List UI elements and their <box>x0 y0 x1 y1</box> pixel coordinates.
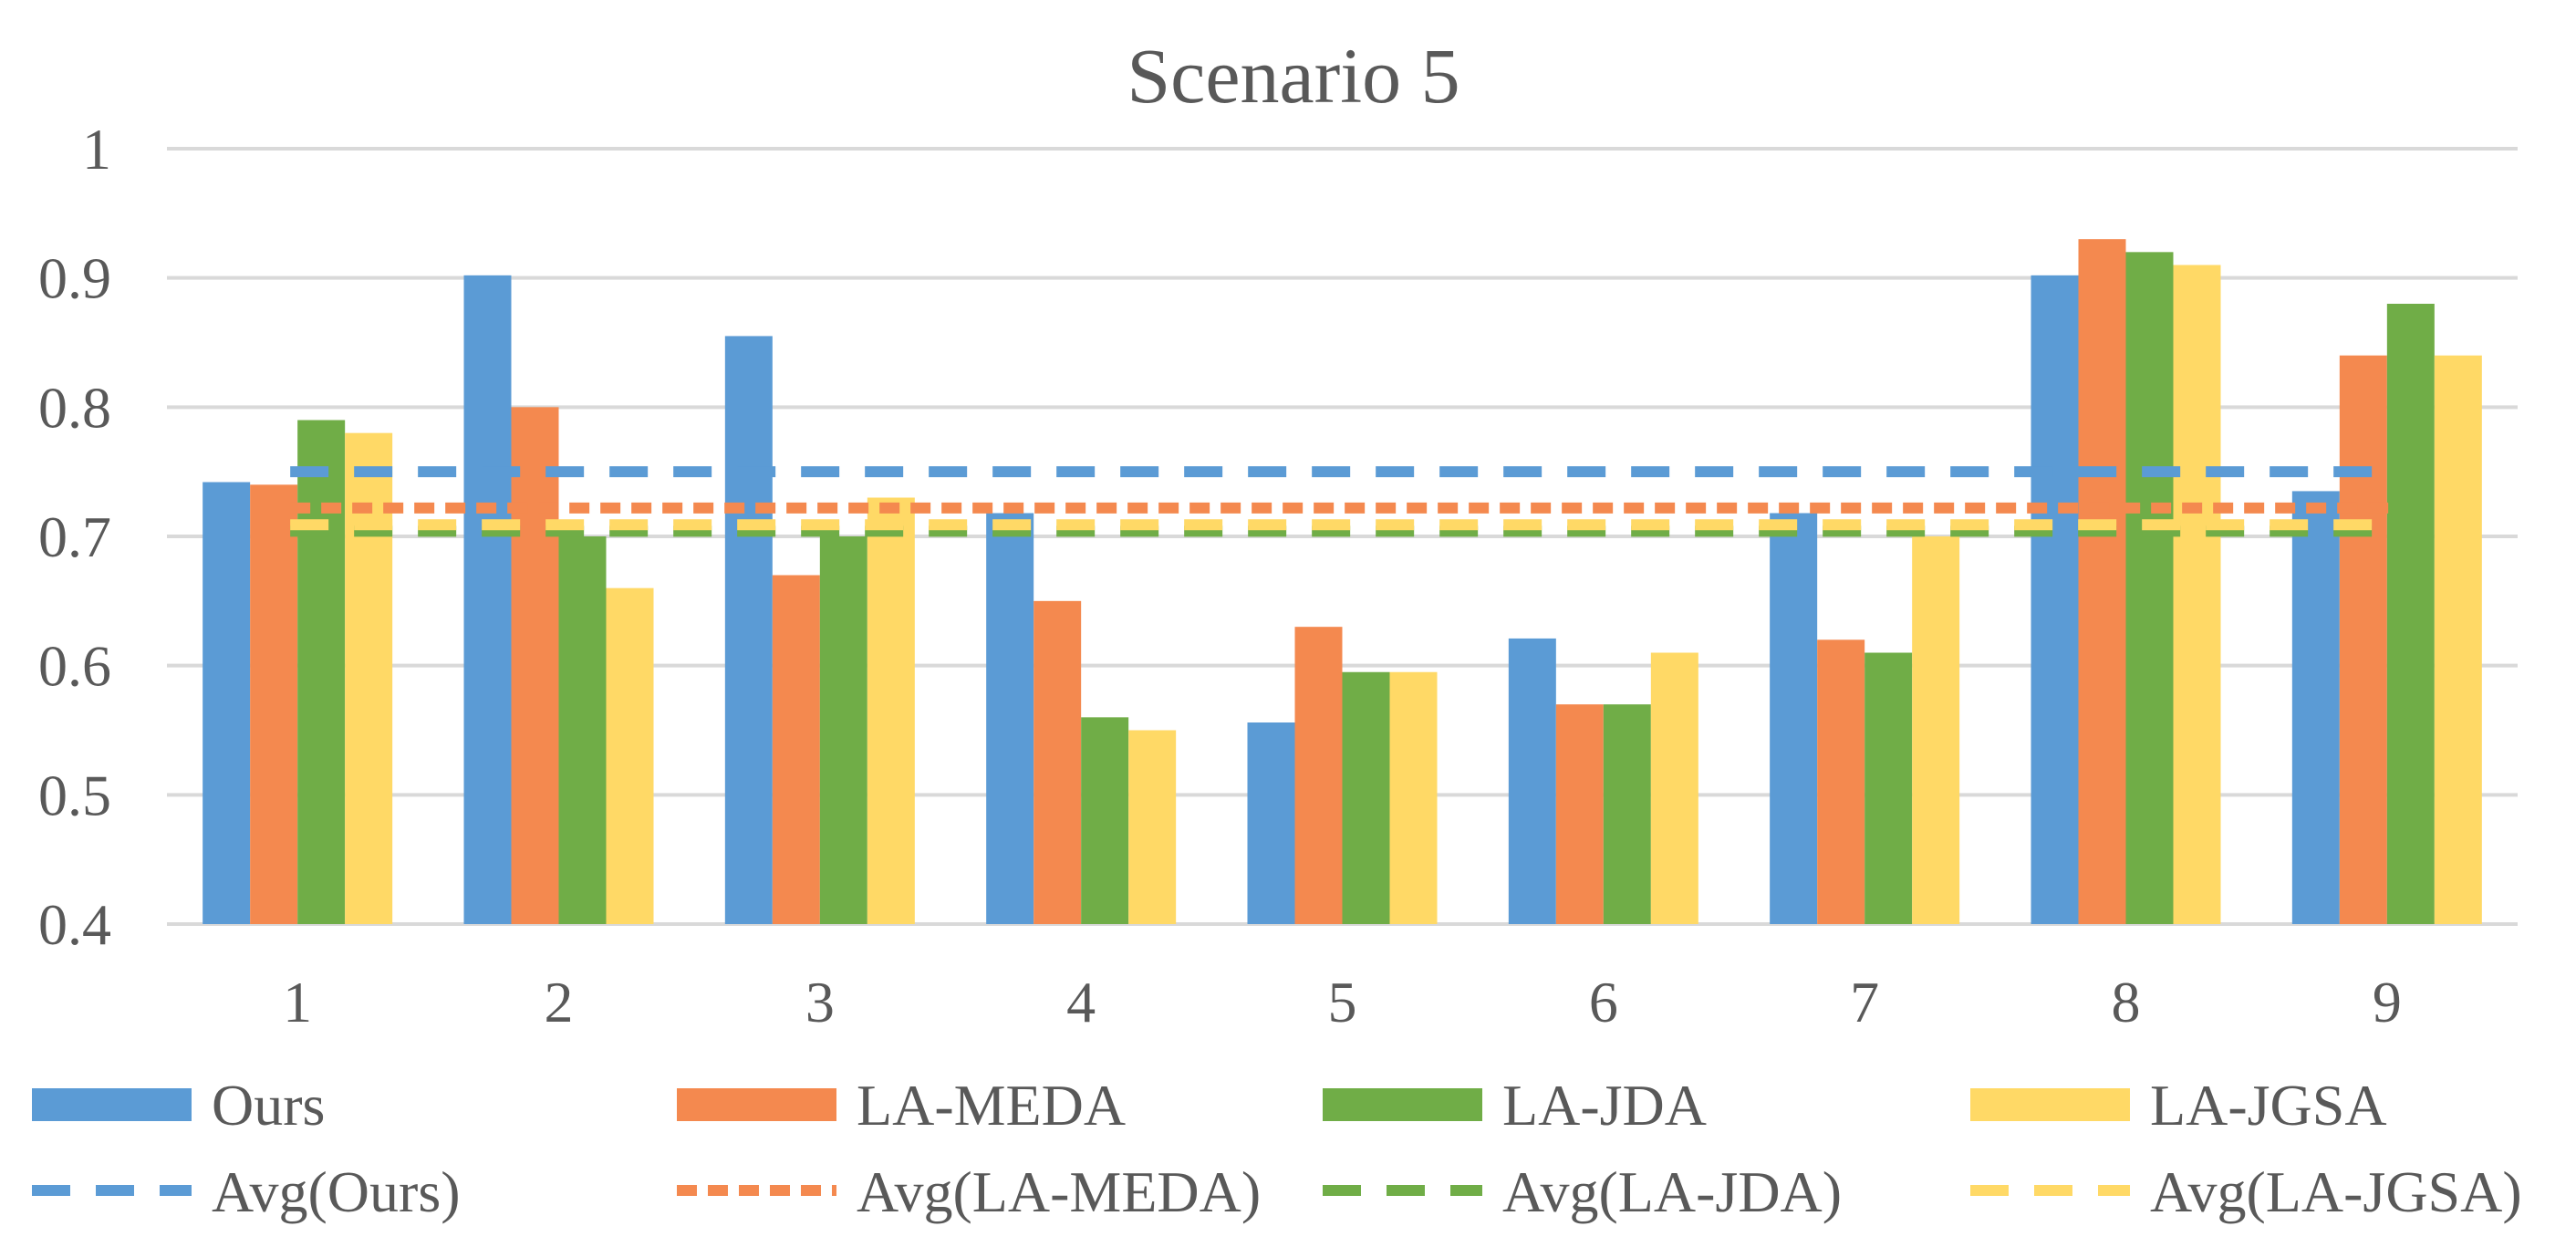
legend: Ours LA-MEDA LA-JDA LA-JGSA Avg(Ours) Avg(LA-… <box>32 1073 2522 1224</box>
bar-la-jgsa-5 <box>1389 671 1438 924</box>
bar-ours-5 <box>1247 722 1295 924</box>
x-tick-label: 7 <box>1850 970 1879 1034</box>
bar-la-jda-2 <box>558 536 607 924</box>
legend-label: LA-JDA <box>1502 1073 1707 1138</box>
bar-la-meda-4 <box>1034 600 1082 924</box>
x-axis-ticks: 1 2 3 4 5 6 7 8 9 <box>283 970 2402 1034</box>
legend-swatch <box>677 1088 836 1121</box>
bar-la-jda-3 <box>819 536 867 924</box>
chart-title: Scenario 5 <box>1127 32 1459 120</box>
y-tick-label: 1 <box>82 117 111 182</box>
bar-ours-9 <box>2291 491 2340 924</box>
bar-la-jda-1 <box>297 420 346 924</box>
x-tick-label: 4 <box>1066 970 1096 1034</box>
bar-ours-1 <box>203 482 251 924</box>
bar-la-meda-6 <box>1555 704 1604 924</box>
bar-ours-2 <box>463 275 512 924</box>
x-tick-label: 6 <box>1589 970 1618 1034</box>
bar-la-jda-4 <box>1081 717 1129 924</box>
bar-ours-7 <box>1770 513 1818 924</box>
x-tick-label: 5 <box>1328 970 1357 1034</box>
bar-la-jgsa-3 <box>867 497 915 924</box>
y-tick-label: 0.7 <box>38 504 111 569</box>
bar-la-meda-7 <box>1817 639 1865 924</box>
bar-la-meda-8 <box>2078 239 2126 925</box>
bar-la-jda-9 <box>2386 304 2435 924</box>
x-tick-label: 3 <box>805 970 835 1034</box>
bar-la-jgsa-8 <box>2173 265 2221 924</box>
legend-label: Ours <box>212 1073 325 1138</box>
bar-la-jda-8 <box>2125 252 2174 924</box>
bar-la-meda-9 <box>2339 355 2387 925</box>
bar-la-meda-5 <box>1294 627 1343 924</box>
legend-label: LA-MEDA <box>857 1073 1126 1138</box>
x-tick-label: 1 <box>283 970 312 1034</box>
legend-label: Avg(LA-JGSA) <box>2150 1159 2522 1224</box>
x-tick-label: 8 <box>2112 970 2141 1034</box>
legend-label: Avg(LA-MEDA) <box>857 1159 1261 1224</box>
bar-ours-8 <box>2031 275 2079 924</box>
bar-la-meda-1 <box>250 484 298 924</box>
y-tick-label: 0.8 <box>38 375 111 440</box>
bar-la-jgsa-7 <box>1912 536 1960 924</box>
legend-label: Avg(Ours) <box>212 1159 461 1224</box>
x-tick-label: 2 <box>545 970 574 1034</box>
y-tick-label: 0.5 <box>38 763 111 827</box>
bar-la-meda-2 <box>511 407 559 924</box>
bar-la-jgsa-1 <box>345 432 393 925</box>
bar-la-jda-7 <box>1864 652 1913 924</box>
y-tick-label: 0.4 <box>38 892 111 957</box>
bar-la-jgsa-4 <box>1128 730 1177 924</box>
legend-label: LA-JGSA <box>2150 1073 2387 1138</box>
bar-la-jgsa-2 <box>606 587 654 924</box>
y-tick-label: 0.9 <box>38 246 111 311</box>
bar-ours-3 <box>724 336 773 925</box>
bar-la-meda-3 <box>772 575 820 924</box>
legend-swatch <box>1970 1088 2130 1121</box>
legend-label: Avg(LA-JDA) <box>1502 1159 1842 1224</box>
y-axis-ticks: 0.4 0.5 0.6 0.7 0.8 0.9 1 <box>38 117 111 957</box>
y-tick-label: 0.6 <box>38 634 111 699</box>
bar-la-jgsa-9 <box>2434 355 2482 925</box>
bars <box>203 239 2482 925</box>
x-tick-label: 9 <box>2373 970 2402 1034</box>
bar-ours-6 <box>1508 638 1556 924</box>
bar-la-jda-6 <box>1603 704 1651 924</box>
legend-swatch <box>32 1088 192 1121</box>
bar-ours-4 <box>986 513 1034 924</box>
bar-la-jgsa-6 <box>1650 652 1698 924</box>
average-lines <box>290 466 2396 537</box>
legend-swatch <box>1323 1088 1482 1121</box>
bar-la-jda-5 <box>1342 671 1390 924</box>
